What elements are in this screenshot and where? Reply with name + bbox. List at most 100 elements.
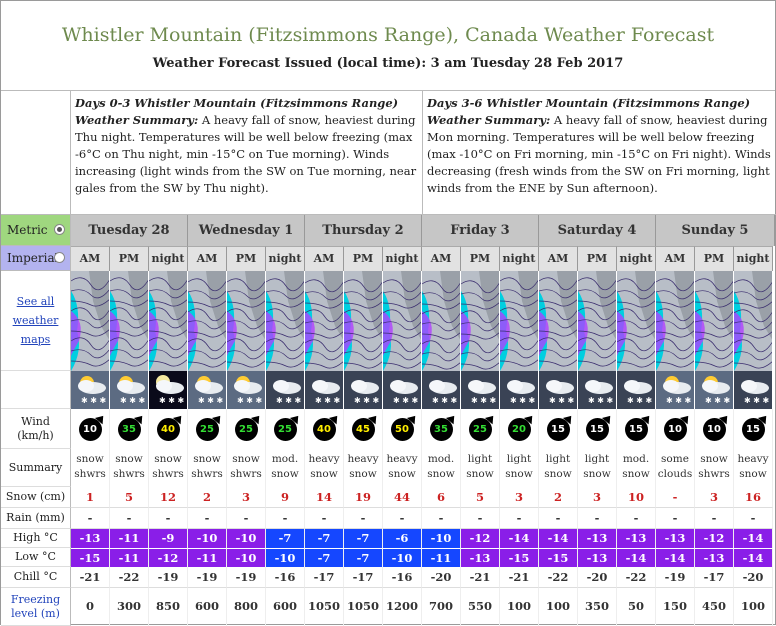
high-value: -10 xyxy=(422,529,461,548)
high-value: -10 xyxy=(227,529,266,548)
period-label: PM xyxy=(352,252,374,265)
weather-icon-cell: ✱ ✱ ✱ xyxy=(578,371,617,409)
svg-text:✱ ✱ ✱: ✱ ✱ ✱ xyxy=(81,396,106,405)
imperial-label: Imperial xyxy=(7,251,59,265)
weather-map[interactable] xyxy=(617,271,656,371)
summary-text: snow xyxy=(154,453,182,465)
weather-map[interactable] xyxy=(344,271,383,371)
pressure-map-icon xyxy=(656,271,694,371)
wind-arrow-icon: 35 xyxy=(429,417,453,441)
wind-cell: 10 xyxy=(71,409,110,449)
snow-value: 14 xyxy=(305,487,344,508)
rain-value: - xyxy=(461,508,500,529)
low-value: -7 xyxy=(344,548,383,567)
freezing-value: 100 xyxy=(539,588,578,626)
day-header: Friday 3 xyxy=(422,215,539,246)
see-all-maps-link[interactable]: See all weather maps xyxy=(12,295,59,346)
weather-map[interactable] xyxy=(188,271,227,371)
wind-cell: 25 xyxy=(188,409,227,449)
cloud-snow-icon: ✱ ✱ ✱ xyxy=(422,371,460,409)
wind-arrow-icon: 45 xyxy=(351,417,375,441)
snow-value: 10 xyxy=(617,487,656,508)
low-value: -12 xyxy=(149,548,188,567)
day-header: Sunday 5 xyxy=(656,215,775,246)
svg-text:✱ ✱ ✱: ✱ ✱ ✱ xyxy=(705,396,730,405)
period-header: PM xyxy=(461,246,500,271)
summary-text: light xyxy=(467,453,493,465)
weather-map[interactable] xyxy=(227,271,266,371)
weather-map[interactable] xyxy=(110,271,149,371)
snow-value: 44 xyxy=(383,487,422,508)
weather-map[interactable] xyxy=(656,271,695,371)
wind-cell: 45 xyxy=(344,409,383,449)
weather-map[interactable] xyxy=(461,271,500,371)
wind-arrow-icon: 25 xyxy=(234,417,258,441)
weather-map[interactable] xyxy=(695,271,734,371)
weather-map[interactable] xyxy=(149,271,188,371)
summary-text: light xyxy=(506,453,532,465)
weather-icon-cell: ✱ ✱ ✱ xyxy=(227,371,266,409)
wind-cell: 35 xyxy=(422,409,461,449)
chill-value: -22 xyxy=(617,567,656,588)
metric-label: Metric xyxy=(7,223,48,237)
wind-label: Wind (km/h) xyxy=(1,409,71,449)
summary-text: heavy xyxy=(737,453,769,465)
summary-text: snow xyxy=(193,453,221,465)
rain-value: - xyxy=(500,508,539,529)
corner-cell xyxy=(1,91,71,215)
weather-map[interactable] xyxy=(266,271,305,371)
wind-arrow-icon: 15 xyxy=(741,417,765,441)
imperial-toggle[interactable]: Imperial xyxy=(1,246,71,271)
weather-map[interactable] xyxy=(578,271,617,371)
pressure-map-icon xyxy=(227,271,265,371)
low-value: -10 xyxy=(383,548,422,567)
pressure-map-icon xyxy=(188,271,226,371)
summary-cell: mod. snow xyxy=(422,449,461,487)
pressure-map-icon xyxy=(266,271,304,371)
rain-label: Rain (mm) xyxy=(1,508,71,529)
wind-arrow-icon: 10 xyxy=(78,417,102,441)
summary-text: snow xyxy=(700,453,728,465)
snow-label-text: Snow (cm) xyxy=(5,490,66,503)
weather-map[interactable] xyxy=(539,271,578,371)
svg-text:✱ ✱ ✱: ✱ ✱ ✱ xyxy=(393,396,418,405)
weather-map[interactable] xyxy=(383,271,422,371)
freezing-value: 1050 xyxy=(344,588,383,626)
snow-value: 19 xyxy=(344,487,383,508)
sun-cloud-snow-icon: ✱ ✱ ✱ xyxy=(71,371,109,409)
period-header: PM xyxy=(227,246,266,271)
summary-cell: light snow xyxy=(500,449,539,487)
forecast-header: Whistler Mountain (Fitzsimmons Range), C… xyxy=(1,1,775,91)
weather-icon-cell: ✱ ✱ ✱ xyxy=(539,371,578,409)
summary-days-0-3: Days 0-3 Whistler Mountain (Fitzsimmons … xyxy=(71,91,423,215)
weather-map[interactable] xyxy=(500,271,539,371)
weather-map[interactable] xyxy=(71,271,110,371)
metric-radio[interactable] xyxy=(54,224,65,235)
weather-map[interactable] xyxy=(422,271,461,371)
pressure-map-icon xyxy=(734,271,772,371)
weather-map[interactable] xyxy=(305,271,344,371)
metric-toggle[interactable]: Metric xyxy=(1,215,71,246)
imperial-radio[interactable] xyxy=(54,252,65,263)
rain-value: - xyxy=(71,508,110,529)
cloud-snow-icon: ✱ ✱ ✱ xyxy=(305,371,343,409)
summary-cell: light snow xyxy=(539,449,578,487)
weather-icon-cell: ✱ ✱ ✱ xyxy=(188,371,227,409)
summary-text: snow xyxy=(583,468,611,480)
summary-cell: light snow xyxy=(461,449,500,487)
summary-text: shwrs xyxy=(152,468,184,480)
wind-cell: 25 xyxy=(461,409,500,449)
weather-map[interactable] xyxy=(734,271,773,371)
svg-text:✱ ✱ ✱: ✱ ✱ ✱ xyxy=(315,396,340,405)
weather-icon-cell: ✱ ✱ ✱ xyxy=(344,371,383,409)
wind-label-text: Wind xyxy=(21,414,50,428)
issued-time: Weather Forecast Issued (local time): 3 … xyxy=(152,56,624,71)
period-header: PM xyxy=(344,246,383,271)
wind-cell: 20 xyxy=(500,409,539,449)
chill-value: -19 xyxy=(149,567,188,588)
cloud-snow-icon: ✱ ✱ ✱ xyxy=(266,371,304,409)
chill-value: -17 xyxy=(695,567,734,588)
pressure-map-icon xyxy=(695,271,733,371)
high-value: -12 xyxy=(461,529,500,548)
freezing-value: 550 xyxy=(461,588,500,626)
